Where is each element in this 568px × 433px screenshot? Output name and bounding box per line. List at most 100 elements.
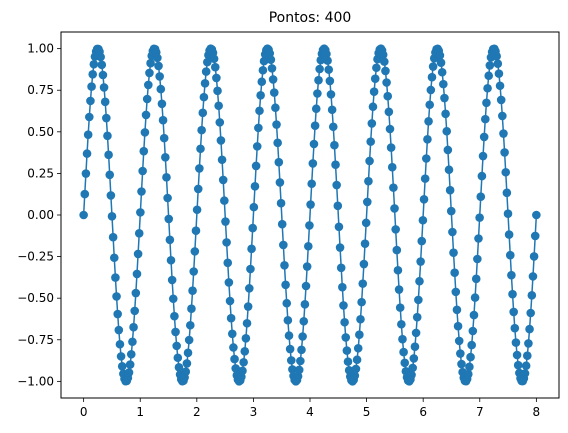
data-point — [358, 279, 368, 288]
data-point — [496, 95, 506, 105]
data-point — [126, 349, 136, 359]
data-point — [411, 328, 421, 338]
data-point — [271, 103, 280, 113]
data-point — [314, 75, 323, 85]
data-point — [417, 236, 427, 246]
data-point — [313, 89, 322, 98]
plot-area — [79, 44, 541, 386]
data-point — [511, 338, 521, 347]
data-point — [132, 269, 142, 279]
y-axis: −1.00 −0.75 −0.50 −0.25 0.00 0.25 0.50 0.75 1.00 — [17, 42, 61, 388]
data-point — [384, 107, 394, 117]
data-point — [468, 326, 478, 336]
data-point — [357, 297, 366, 307]
y-tick-label: −0.25 — [17, 250, 54, 264]
data-point — [526, 308, 535, 318]
data-point — [269, 88, 279, 97]
data-point — [426, 85, 436, 95]
data-point — [386, 143, 396, 152]
data-point — [203, 57, 212, 67]
data-point — [505, 250, 515, 260]
data-point — [158, 115, 168, 125]
data-point — [446, 206, 456, 216]
data-point — [137, 187, 146, 196]
data-point — [209, 54, 219, 64]
data-point — [340, 317, 349, 327]
data-point — [266, 55, 276, 64]
data-point — [212, 73, 221, 83]
data-point — [128, 337, 137, 347]
data-point — [530, 231, 540, 241]
chart-title: Pontos: 400 — [269, 10, 352, 26]
data-point — [508, 289, 517, 299]
data-point — [394, 285, 404, 294]
data-point — [112, 292, 121, 301]
data-point — [341, 333, 351, 342]
data-point — [493, 59, 503, 69]
data-point — [299, 316, 309, 326]
data-point — [324, 65, 334, 74]
data-point — [193, 184, 203, 194]
x-tick-label: 7 — [476, 405, 484, 419]
data-point — [524, 339, 533, 348]
data-point — [141, 110, 151, 120]
data-point — [88, 70, 98, 79]
data-point — [309, 139, 319, 149]
x-tick-label: 8 — [533, 405, 541, 419]
data-point — [359, 259, 369, 269]
data-point — [238, 366, 247, 376]
data-point — [87, 82, 96, 91]
data-point — [89, 59, 99, 69]
data-point — [241, 333, 251, 343]
data-point — [282, 298, 292, 308]
data-point — [381, 66, 390, 76]
data-point — [484, 71, 494, 81]
data-point — [310, 121, 320, 130]
data-point — [100, 97, 110, 107]
data-point — [168, 294, 178, 304]
data-point — [157, 99, 167, 109]
data-point — [328, 122, 338, 132]
data-point — [466, 352, 475, 362]
data-point — [190, 247, 200, 256]
data-point — [247, 244, 256, 254]
data-point — [201, 67, 211, 76]
data-point — [254, 123, 263, 133]
data-point — [409, 354, 419, 363]
data-point — [315, 64, 324, 74]
data-point — [478, 151, 488, 161]
data-point — [277, 219, 287, 229]
data-point — [220, 196, 229, 205]
data-point — [529, 252, 539, 261]
data-point — [331, 160, 340, 170]
data-point — [304, 241, 313, 251]
data-point — [131, 288, 141, 298]
data-point — [439, 79, 448, 89]
data-point — [154, 61, 163, 71]
data-point — [283, 315, 293, 325]
data-point — [355, 330, 364, 340]
data-point — [527, 291, 537, 300]
x-tick-label: 0 — [80, 405, 88, 419]
data-point — [288, 365, 297, 374]
data-point — [140, 128, 150, 137]
data-point — [279, 240, 288, 250]
data-point — [145, 68, 154, 78]
data-point — [512, 350, 522, 360]
data-point — [226, 313, 236, 323]
data-point — [258, 65, 268, 75]
data-point — [188, 286, 197, 296]
data-point — [470, 293, 480, 302]
data-point — [330, 140, 339, 150]
data-point — [475, 213, 484, 222]
data-point — [183, 348, 193, 358]
y-tick-label: −0.75 — [17, 333, 54, 347]
data-point — [159, 133, 169, 143]
data-point — [251, 161, 261, 171]
data-point — [191, 226, 201, 235]
data-point — [390, 204, 399, 213]
y-tick-label: 1.00 — [27, 42, 54, 56]
data-point — [418, 215, 428, 225]
data-point — [116, 352, 126, 361]
data-point — [400, 358, 410, 368]
